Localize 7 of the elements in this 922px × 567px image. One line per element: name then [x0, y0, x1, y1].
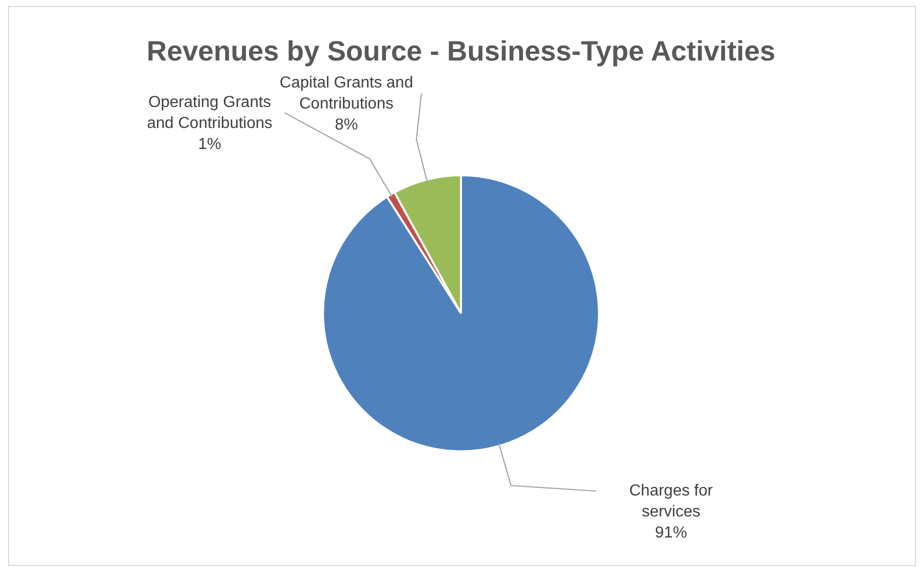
data-label: 91% [655, 524, 688, 542]
slice-label: Operating Grants and Contributions [146, 94, 272, 132]
data-label: 8% [334, 116, 358, 134]
data-label: 1% [198, 136, 222, 153]
slice-label: Capital Grants and Contributions [280, 74, 414, 112]
chart-title: Revenues by Source - Business-Type Activities [146, 36, 776, 67]
slice-label: Charges for services [629, 482, 714, 520]
